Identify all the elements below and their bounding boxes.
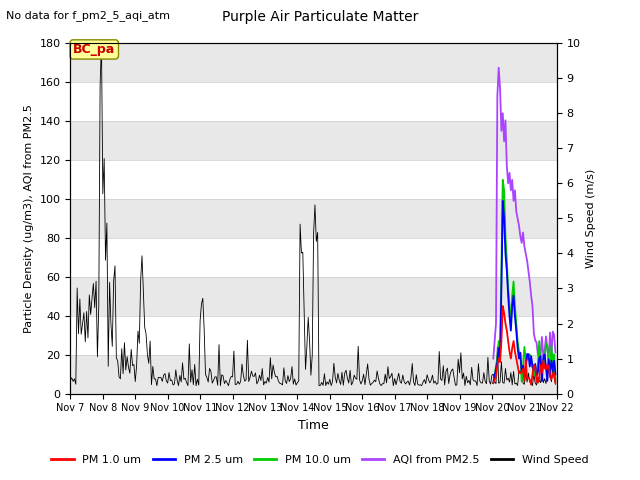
Bar [70, 199, 557, 238]
Legend: PM 1.0 um, PM 2.5 um, PM 10.0 um, AQI from PM2.5, Wind Speed: PM 1.0 um, PM 2.5 um, PM 10.0 um, AQI fr… [47, 451, 593, 469]
Y-axis label: Particle Density (ug/m3), AQI from PM2.5: Particle Density (ug/m3), AQI from PM2.5 [24, 104, 34, 333]
Text: No data for f_pm2_5_aqi_atm: No data for f_pm2_5_aqi_atm [6, 10, 170, 21]
Text: Purple Air Particulate Matter: Purple Air Particulate Matter [222, 10, 418, 24]
X-axis label: Time: Time [298, 419, 329, 432]
Bar [70, 355, 557, 394]
Bar [70, 277, 557, 316]
Y-axis label: Wind Speed (m/s): Wind Speed (m/s) [586, 169, 596, 268]
Bar [70, 121, 557, 160]
Bar [70, 43, 557, 82]
Text: BC_pa: BC_pa [73, 43, 115, 56]
